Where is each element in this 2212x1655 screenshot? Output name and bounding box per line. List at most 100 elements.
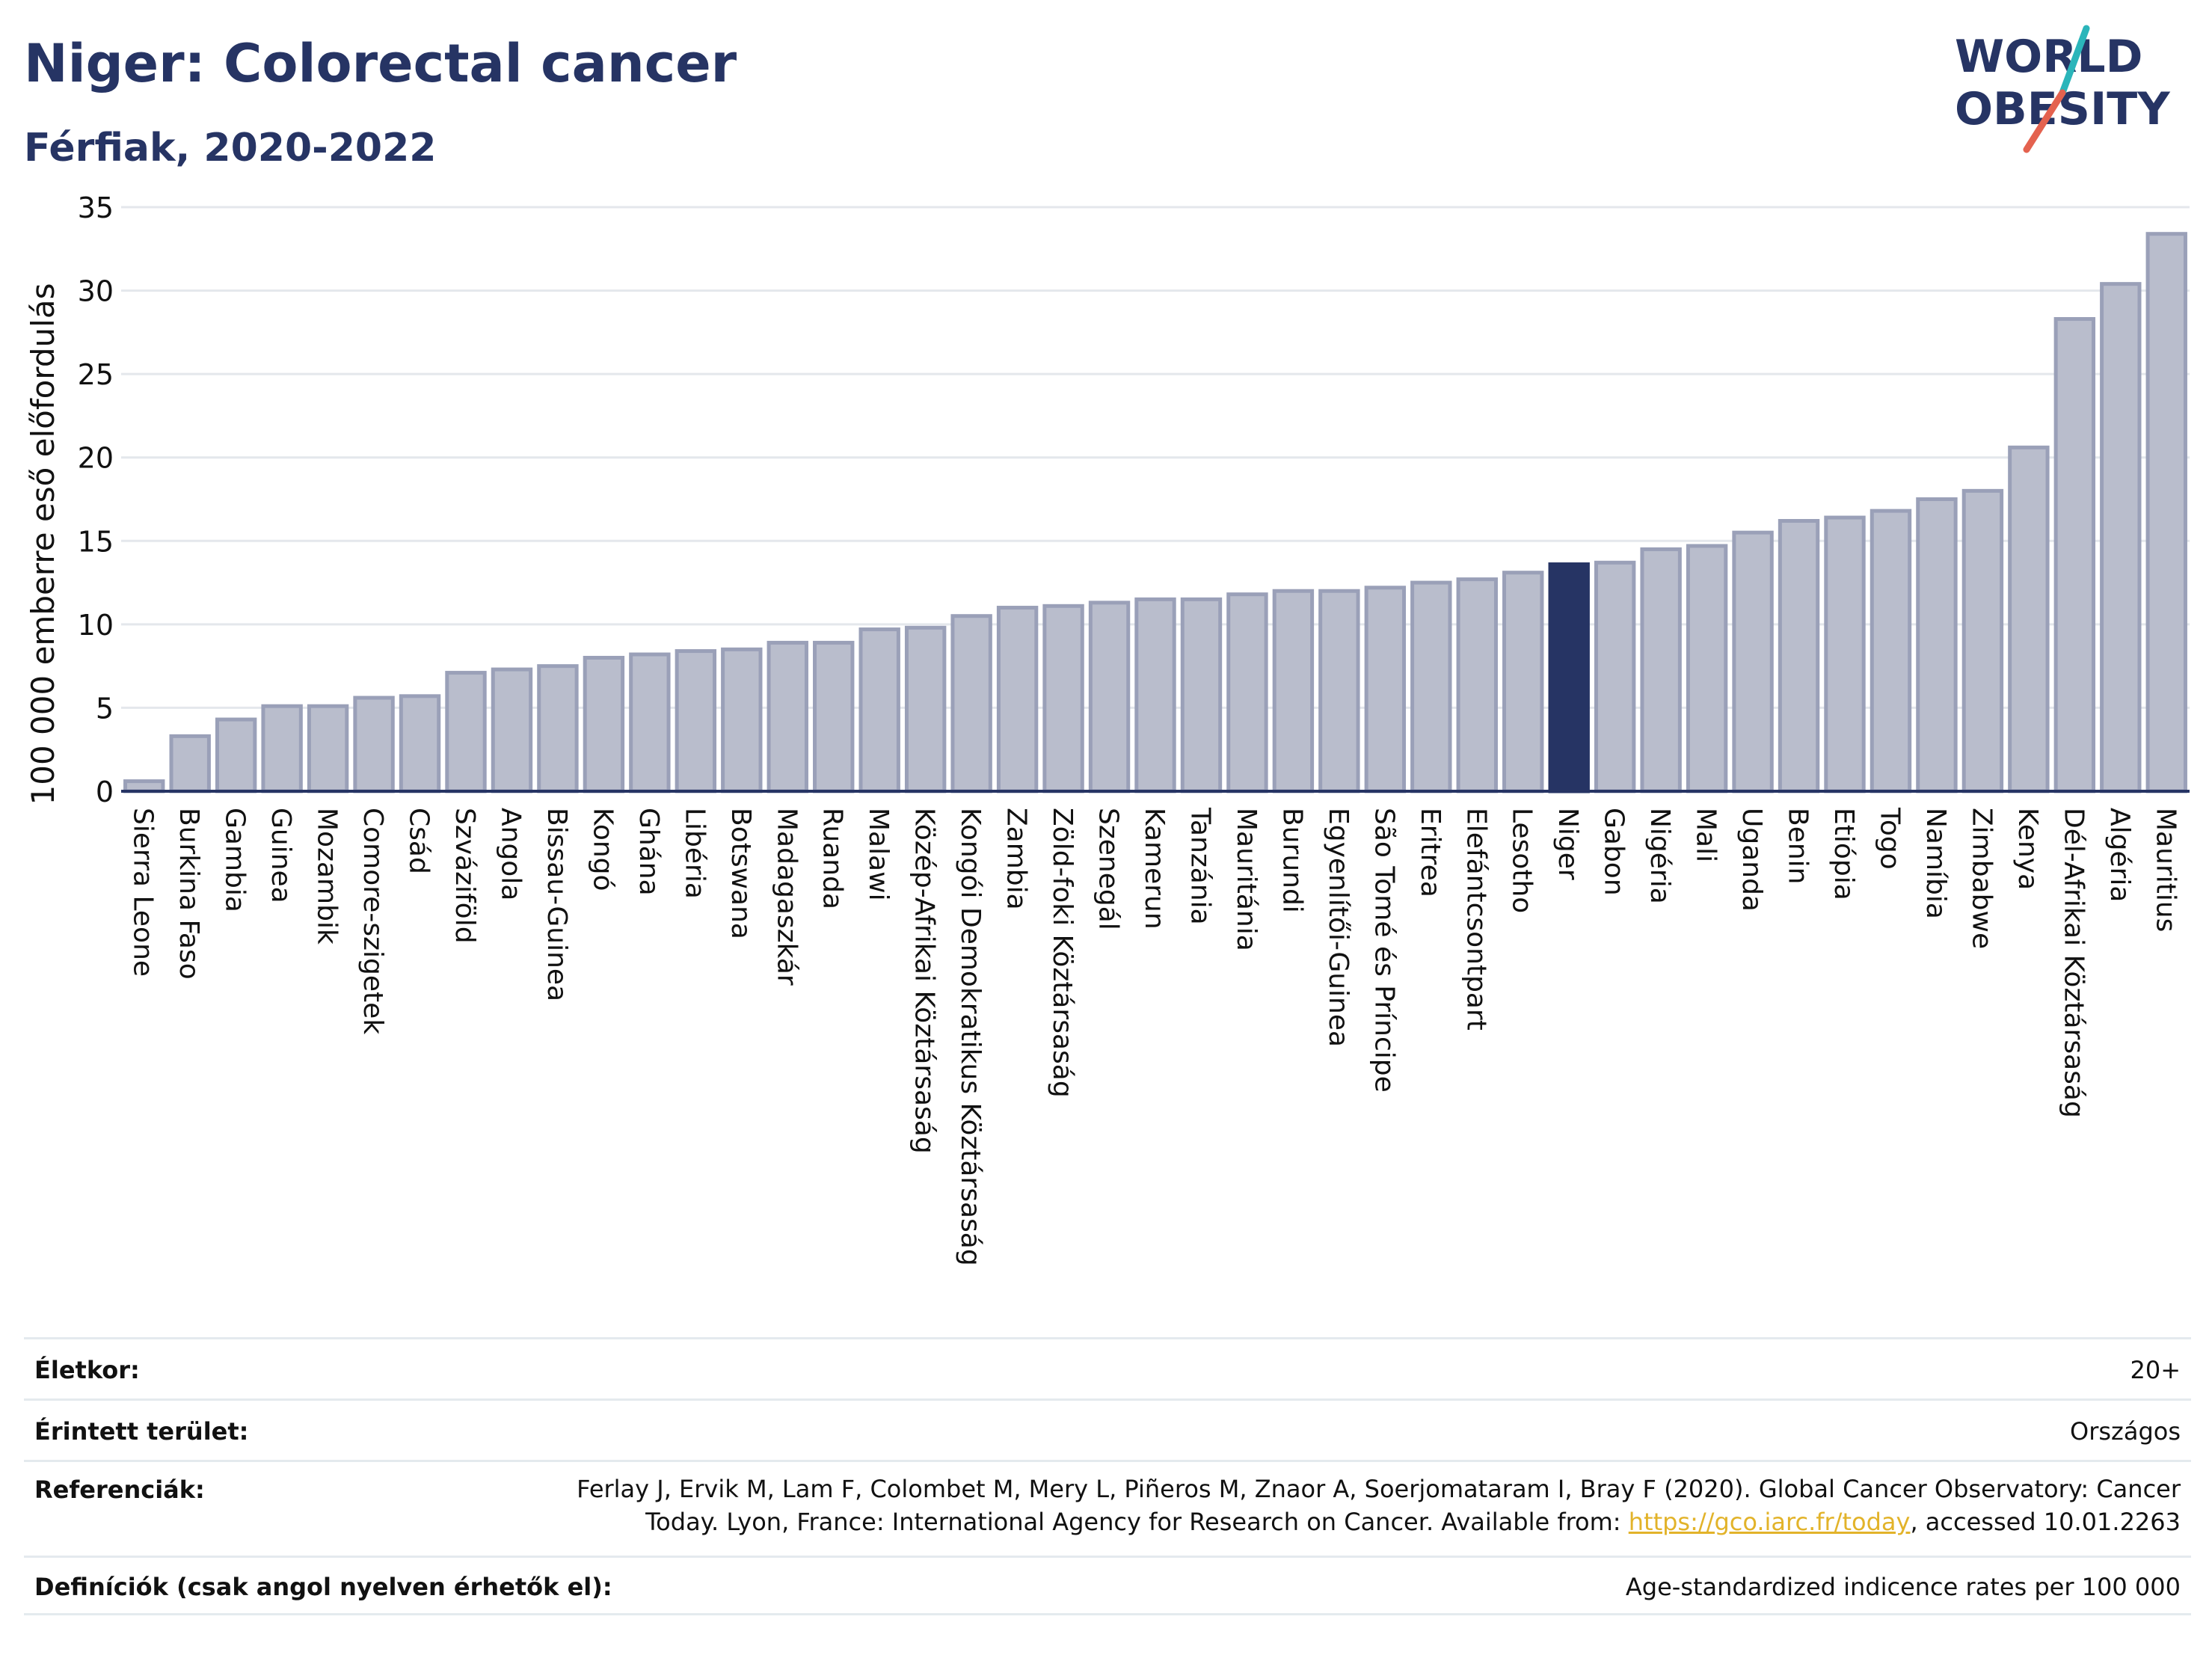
bar-szenegál	[1088, 601, 1131, 793]
x-tick-label: Uganda	[1736, 808, 1767, 912]
x-tick-label: Guinea	[265, 808, 296, 903]
bar-libéria	[675, 649, 717, 793]
references-line2: Today. Lyon, France: International Agenc…	[577, 1505, 2181, 1538]
bar-kenya	[2008, 445, 2050, 793]
y-tick-label: 25	[78, 358, 114, 391]
references-line1: Ferlay J, Ervik M, Lam F, Colombet M, Me…	[577, 1475, 2181, 1503]
x-tick-label: Kongó	[587, 808, 618, 891]
x-tick-label: Zimbabwe	[1966, 808, 1997, 949]
bar-kamerun	[1134, 597, 1176, 793]
metadata-table: Életkor: 20+ Érintett terület: Országos …	[24, 1337, 2191, 1615]
x-tick-label: Sierra Leone	[128, 808, 159, 977]
bar-niger	[1548, 562, 1590, 793]
bar-közép-afrikai-köztársaság	[904, 625, 947, 793]
bar-chart: 0 5 10 15 20 25 30 35 100 000 emberre eső előfor…	[25, 191, 2190, 1266]
bar-botswana	[721, 647, 763, 793]
x-tick-label: Ghána	[633, 808, 664, 896]
bar-angola	[491, 667, 533, 793]
x-tick-label: Malawi	[863, 808, 894, 901]
x-tick-label: Bissau-Guinea	[541, 808, 572, 1001]
bar-mozambik	[307, 704, 349, 793]
bar-gabon	[1594, 560, 1636, 793]
bar-gambia	[215, 717, 257, 793]
x-tick-label: Madagaszkár	[771, 808, 802, 986]
x-tick-label: Angola	[495, 808, 526, 900]
area-value: Országos	[2070, 1417, 2181, 1446]
bar-uganda	[1732, 530, 1774, 793]
references-label: Referenciák:	[34, 1476, 205, 1504]
bar-kongói-demokratikus-köztársaság	[950, 614, 992, 793]
x-tick-label: Mozambik	[312, 808, 342, 945]
x-tick-label: Algéria	[2104, 808, 2135, 903]
bar-burkina-faso	[169, 734, 211, 793]
x-tick-label: Togo	[1874, 807, 1905, 870]
bar-zimbabwe	[1961, 488, 2004, 793]
bar-kongó	[583, 655, 625, 793]
y-tick-label: 30	[78, 275, 114, 308]
references-link[interactable]: https://gco.iarc.fr/today	[1628, 1508, 1911, 1536]
bar-tanzánia	[1180, 597, 1223, 793]
x-tick-label: Mauritius	[2150, 808, 2181, 932]
x-tick-label: Közép-Afrikai Köztársaság	[909, 808, 940, 1154]
bar-comore-szigetek	[353, 696, 395, 793]
x-tick-label: Mauritánia	[1231, 808, 1262, 951]
definitions-label: Definíciók (csak angol nyelven érhetők e…	[34, 1573, 612, 1601]
x-tick-label: Zambia	[1001, 808, 1032, 910]
definitions-row: Definíciók (csak angol nyelven érhetők e…	[24, 1556, 2191, 1615]
bar-mauritánia	[1226, 592, 1268, 793]
x-tick-label: Niger	[1552, 808, 1583, 880]
y-tick-label: 35	[78, 191, 114, 224]
x-tick-label: Tanzánia	[1185, 807, 1215, 925]
x-tick-label: São Tomé és Príncipe	[1368, 808, 1399, 1093]
logo-slash-red	[2023, 89, 2066, 153]
references-line2-text: Today. Lyon, France: International Agenc…	[645, 1508, 1629, 1536]
page-title: Niger: Colorectal cancer	[24, 33, 737, 94]
y-tick-label: 15	[78, 525, 114, 558]
bar-togo	[1870, 509, 1912, 793]
x-tick-label: Gabon	[1599, 808, 1629, 896]
y-tick-label: 0	[96, 776, 114, 808]
references-line2-end: , accessed 10.01.2263	[1910, 1508, 2181, 1536]
x-tick-label: Mali	[1691, 808, 1721, 862]
bar-ruanda	[813, 640, 855, 793]
bar-etiópia	[1824, 515, 1866, 793]
x-tick-label: Gambia	[220, 808, 251, 912]
bar-nigéria	[1640, 547, 1682, 793]
x-tick-label: Etiópia	[1828, 808, 1859, 900]
logo-line1: WORLD	[1955, 31, 2142, 83]
bar-zambia	[996, 606, 1039, 793]
x-tick-label: Libéria	[679, 808, 710, 899]
bar-bissau-guinea	[537, 664, 579, 793]
bar-elefántcsontpart	[1456, 577, 1498, 793]
age-row: Életkor: 20+	[24, 1337, 2191, 1398]
x-tick-label: Burkina Faso	[173, 808, 204, 980]
x-tick-label: Kongói Demokratikus Köztársaság	[955, 808, 986, 1266]
bar-mauritius	[2145, 232, 2187, 793]
x-tick-label: Egyenlítői-Guinea	[1323, 808, 1354, 1047]
x-tick-label: Kamerun	[1139, 808, 1170, 930]
y-tick-label: 10	[78, 609, 114, 642]
x-tick-label: Benin	[1783, 808, 1813, 884]
logo-slash-teal	[2059, 25, 2090, 96]
x-tick-label: Nigéria	[1644, 808, 1675, 904]
x-tick-label: Comore-szigetek	[357, 808, 388, 1034]
x-tick-label: Kenya	[2012, 808, 2043, 890]
bar-mali	[1686, 544, 1728, 793]
area-row: Érintett terület: Országos	[24, 1398, 2191, 1460]
y-tick-label: 20	[78, 442, 114, 475]
references-row: Referenciák: Ferlay J, Ervik M, Lam F, C…	[24, 1460, 2191, 1556]
x-tick-label: Namíbia	[1920, 808, 1951, 919]
definitions-value: Age-standardized indicence rates per 100…	[1625, 1573, 2181, 1601]
bar-malawi	[858, 627, 900, 793]
y-axis-label: 100 000 emberre eső előfordulás	[25, 283, 61, 805]
bar-algéria	[2100, 282, 2142, 793]
x-tick-label: Ruanda	[817, 808, 848, 909]
bar-csád	[399, 694, 441, 793]
x-tick-label: Burundi	[1276, 808, 1307, 913]
bar-ghána	[629, 652, 671, 793]
x-tick-label: Szváziföld	[449, 808, 480, 944]
bar-s-o-tomé-és-príncipe	[1364, 586, 1407, 793]
x-tick-label: Csád	[404, 808, 434, 874]
bar-zöld-foki-köztársaság	[1042, 604, 1084, 793]
x-tick-label: Szenegál	[1093, 808, 1124, 930]
